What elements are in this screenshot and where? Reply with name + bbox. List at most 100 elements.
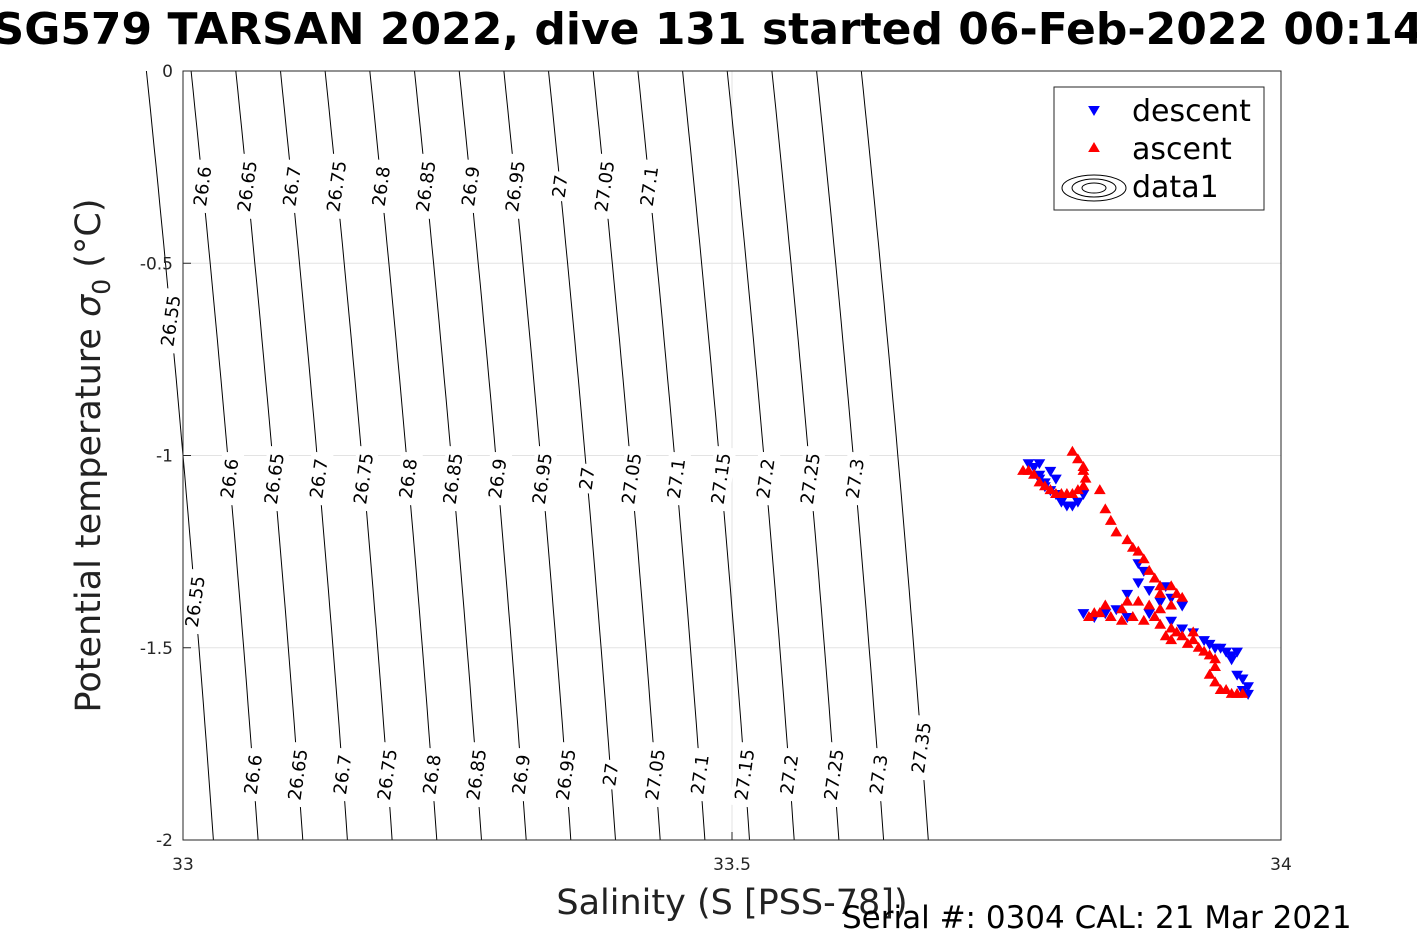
descent-point [1044, 466, 1057, 477]
ascent-point [1176, 591, 1189, 602]
contour-label-text: 26.95 [529, 452, 557, 506]
ascent-point [1165, 580, 1178, 591]
ascent-point [1181, 637, 1194, 648]
contour-label-text: 26.75 [323, 159, 351, 213]
ascent-point [1165, 599, 1178, 610]
contour-label-text: 26.8 [369, 165, 395, 208]
contour-label-bg [372, 741, 403, 808]
ascent-point [1148, 572, 1161, 583]
ascent-point [1115, 614, 1128, 625]
contour-line [860, 70, 929, 841]
contour-label-text: 27.05 [618, 452, 646, 506]
ascent-point [1126, 611, 1139, 621]
descent-point [1143, 609, 1156, 620]
ascent-point [1132, 545, 1145, 556]
ascent-point [1039, 480, 1051, 491]
contour-label: 27 [574, 462, 601, 495]
contour-label-text: 27 [576, 466, 600, 492]
contour-label-text: 26.7 [279, 165, 305, 208]
descent-point [1236, 674, 1249, 685]
contour-label: 26.65 [259, 445, 290, 512]
descent-point [1077, 609, 1090, 620]
contour-label: 26.7 [304, 451, 334, 506]
contour-label-bg [215, 451, 245, 506]
legend-label: data1 [1132, 170, 1219, 205]
ascent-point [1187, 626, 1200, 637]
contour-label-bg [589, 153, 621, 220]
serial-calibration-note: Serial #: 0304 CAL: 21 Mar 2021 [842, 900, 1352, 936]
ascent-point [1033, 476, 1046, 487]
descent-point [1121, 589, 1134, 600]
contour-label-bg [634, 159, 665, 214]
ascent-point [1236, 687, 1249, 698]
ascent-point [1072, 453, 1084, 464]
contour-label-bg [685, 747, 715, 802]
contour-label-text: 26.75 [374, 748, 402, 802]
contour-label-text: 26.85 [413, 159, 441, 213]
contour-label-bg [527, 445, 558, 512]
contour-label-text: 27.1 [637, 165, 663, 208]
contour-label: 26.95 [500, 153, 531, 220]
ascent-point [1022, 464, 1035, 475]
ascent-point [1028, 468, 1040, 479]
descent-point [1028, 463, 1040, 473]
contour-label-bg [437, 445, 469, 512]
contour-label: 27.05 [640, 741, 671, 808]
y-axis-label-main: Potential temperature [69, 317, 109, 713]
legend-label: ascent [1132, 132, 1232, 167]
ascent-point [1154, 603, 1167, 614]
ascent-point [1110, 526, 1123, 537]
contour-label-bg [304, 451, 334, 506]
ascent-point [1203, 668, 1216, 679]
contour-label: 26.8 [417, 747, 447, 802]
x-axis-label: Salinity (S [PSS-78]) [556, 883, 907, 923]
contour-label-bg [321, 153, 353, 220]
contour-label-text: 26.8 [419, 753, 445, 796]
contour-label: 27.3 [864, 747, 894, 802]
contour-label-text: 27 [549, 174, 573, 200]
x-tick-label: 33.5 [713, 855, 751, 875]
descent-point [1231, 647, 1243, 658]
ascent-point [1077, 464, 1090, 475]
ascent-point [1115, 603, 1128, 614]
contour-label-bg [259, 445, 290, 512]
ascent-point [1121, 534, 1134, 545]
legend-contour-icon-ring-1 [1071, 178, 1117, 198]
contour-label-text: 26.6 [241, 753, 267, 796]
ascent-point [1093, 607, 1106, 618]
ascent-point [1066, 445, 1079, 456]
contour-label-bg [188, 159, 218, 214]
contour-label-text: 26.6 [217, 457, 243, 500]
legend-item-data1[interactable]: data1 [1061, 170, 1219, 205]
ascent-point [1044, 484, 1057, 495]
chart-title: SG579 TARSAN 2022, dive 131 started 06-F… [0, 4, 1417, 55]
contour-label-text: 26.55 [182, 575, 210, 629]
ascent-point [1209, 661, 1221, 671]
contour-label: 26.6 [215, 451, 245, 506]
contour-label: 26.55 [179, 568, 211, 635]
ascent-point [1104, 514, 1117, 525]
contour-label-bg [456, 159, 486, 214]
contour-label-bg [366, 159, 396, 214]
descent-point [1154, 597, 1167, 608]
contour-label-text: 26.9 [458, 165, 484, 208]
contour-label: 27 [597, 758, 624, 791]
descent-point [1176, 601, 1189, 612]
ascent-point [1170, 587, 1183, 598]
legend-item-descent[interactable]: descent [1088, 94, 1251, 129]
contour-label: 26.55 [155, 287, 187, 354]
contour-label: 27.3 [840, 451, 870, 506]
x-tick-label: 34 [1270, 855, 1292, 875]
contour-label: 26.6 [238, 747, 268, 802]
contour-label-bg [840, 451, 870, 506]
ascent-point [1126, 541, 1139, 552]
ascent-series [1017, 445, 1249, 698]
contour-label: 26.65 [282, 741, 314, 808]
legend-item-ascent[interactable]: ascent [1088, 132, 1232, 167]
contour-label-bg [705, 445, 737, 512]
contour-label-text: 26.65 [285, 748, 313, 802]
contour-label-bg [282, 741, 314, 808]
ascent-point [1203, 649, 1216, 660]
